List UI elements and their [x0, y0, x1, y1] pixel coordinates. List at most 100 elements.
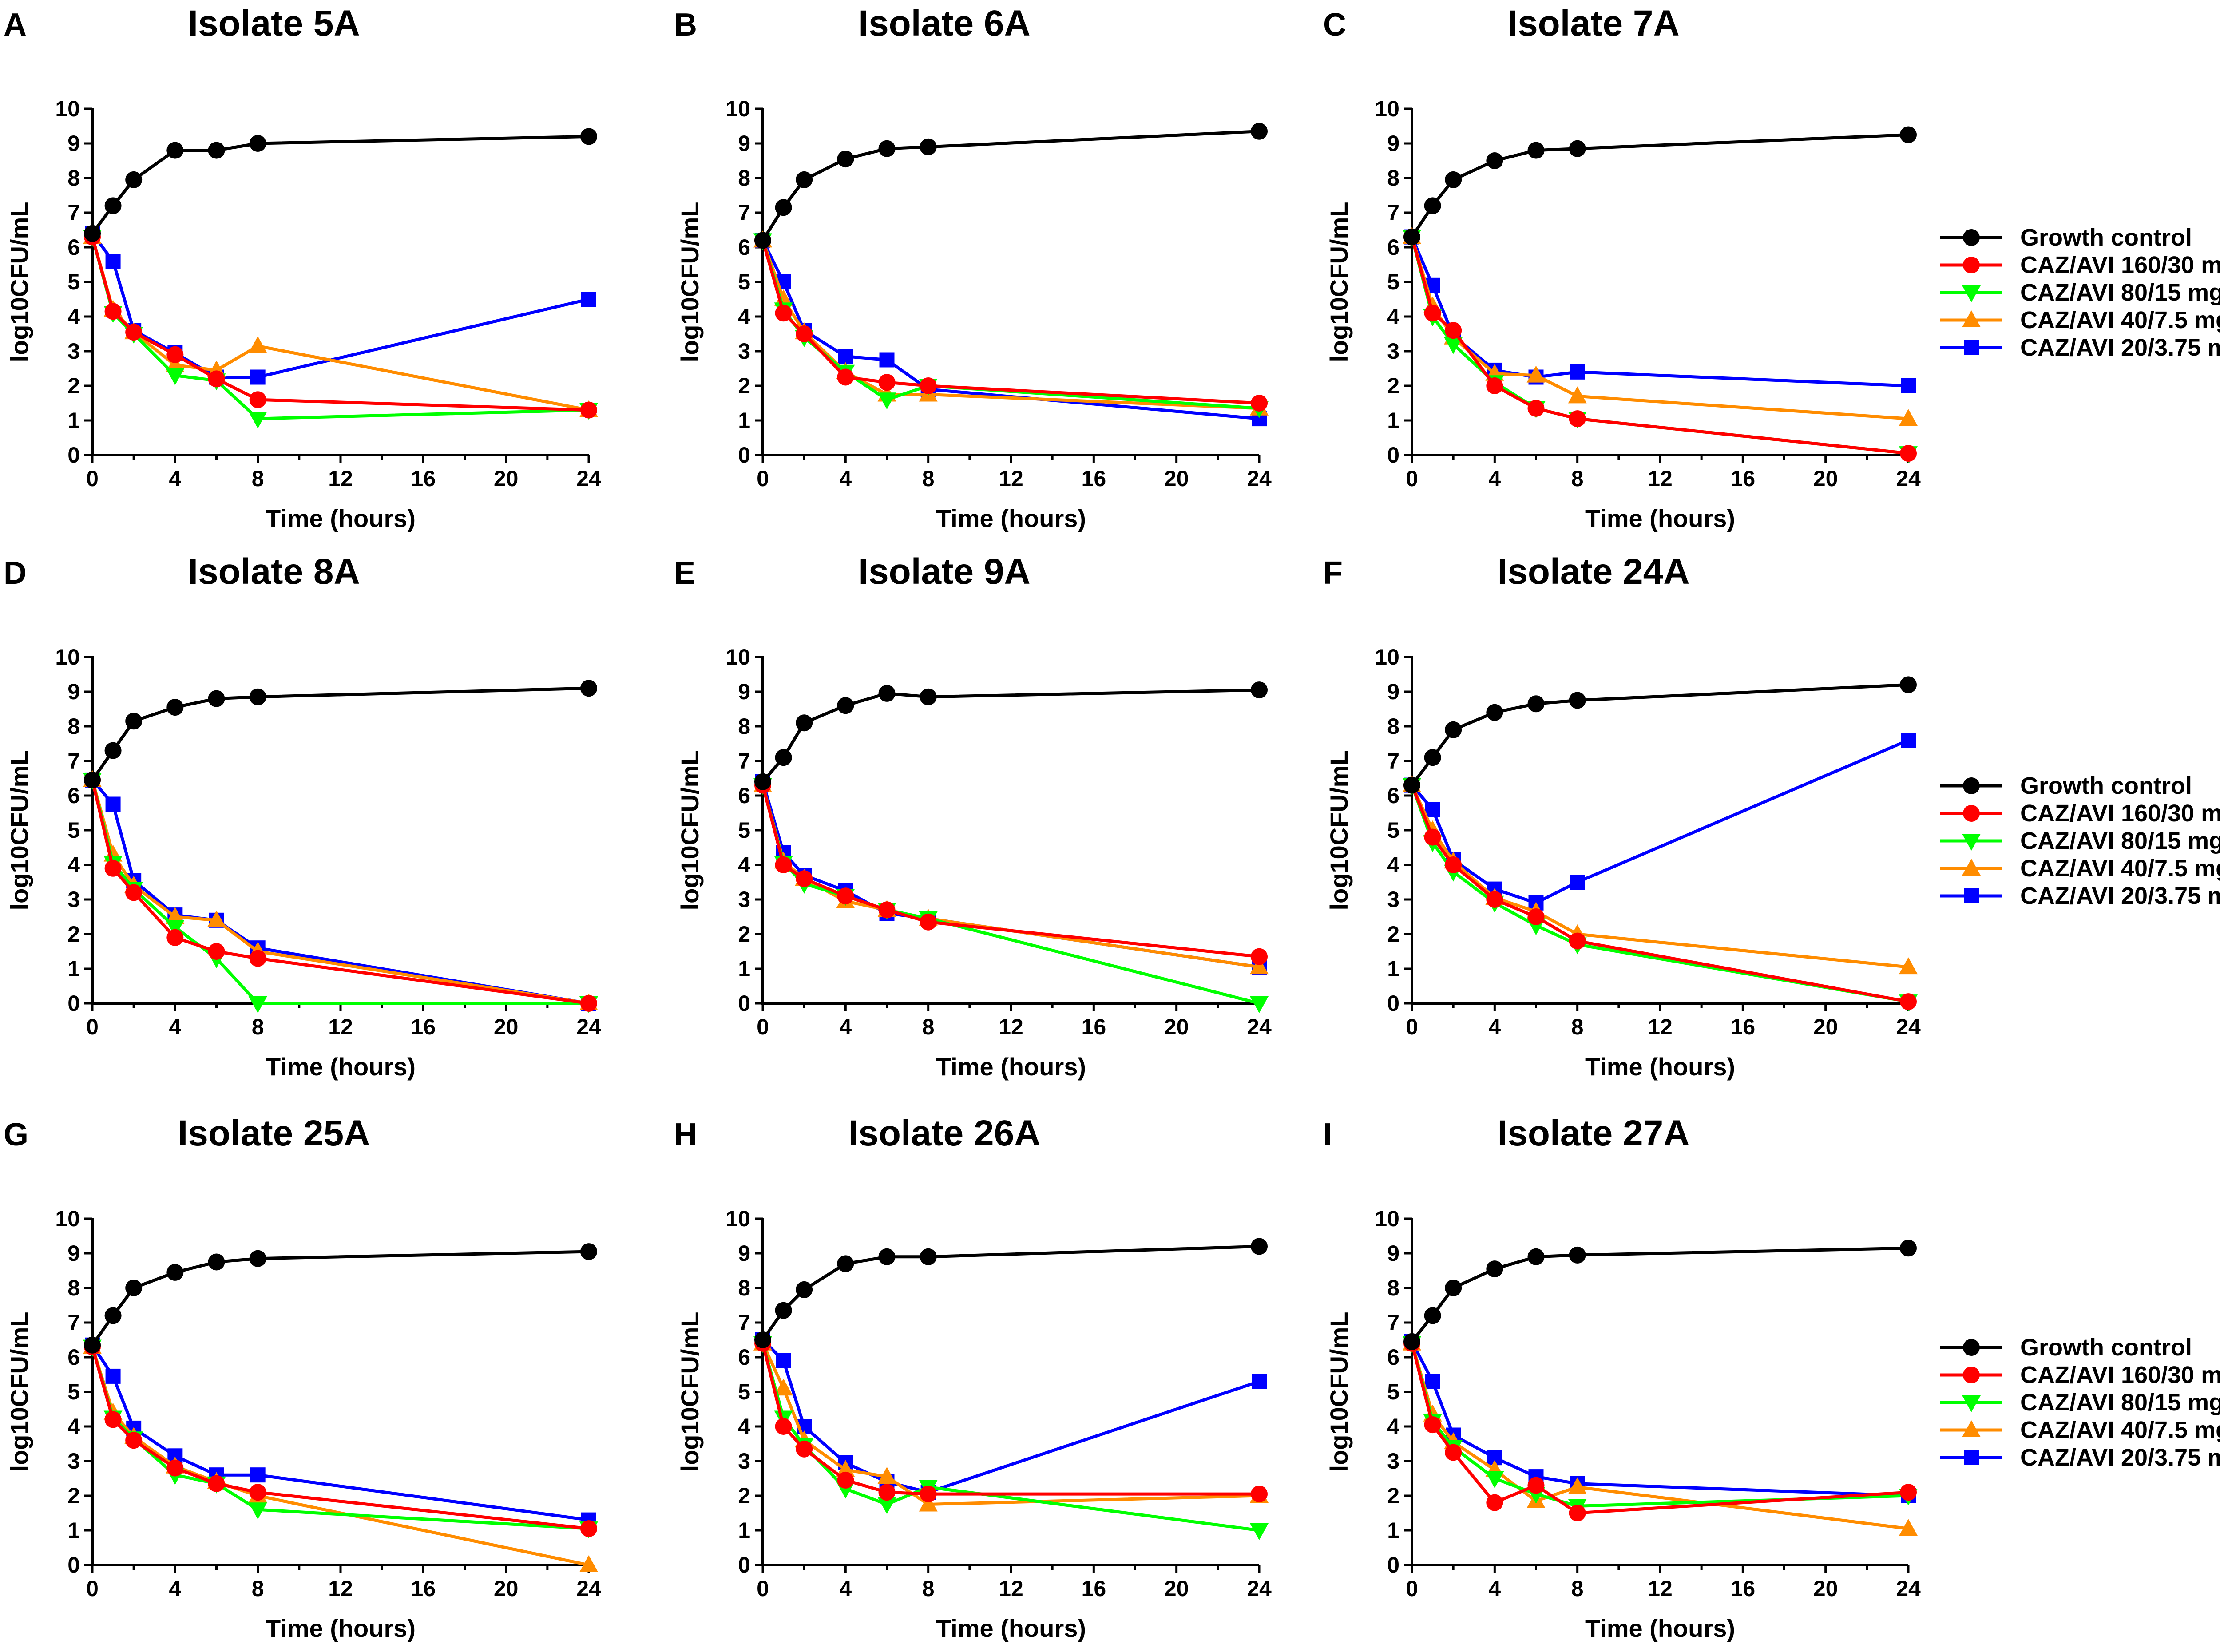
data-point: [125, 171, 143, 188]
y-tick-label: 10: [55, 645, 80, 670]
data-point: [796, 870, 813, 887]
series-line: [761, 1343, 1259, 1496]
series-line: [761, 130, 1260, 242]
y-tick-label: 2: [67, 373, 80, 398]
data-point: [208, 142, 225, 159]
y-tick-label: 1: [67, 956, 80, 981]
series-line: [1410, 236, 1909, 388]
series-caz-avi-20-3-75-mg-l: [85, 1337, 596, 1528]
series-line: [761, 1244, 1260, 1341]
chart-title-b: Isolate 6A: [858, 3, 1030, 44]
data-point: [1486, 152, 1503, 169]
legend-marker: [1962, 859, 1981, 876]
data-point: [125, 324, 143, 341]
data-point: [796, 1281, 813, 1298]
data-point: [1445, 721, 1462, 738]
y-axis-label: log10CFU/mL: [1325, 1312, 1353, 1472]
data-point: [125, 884, 143, 901]
y-tick-label: 8: [1387, 714, 1399, 739]
y-tick-label: 9: [1387, 1241, 1399, 1266]
data-point: [878, 901, 896, 919]
panel-letter-e: E: [674, 555, 695, 591]
data-point: [1403, 228, 1420, 246]
chart-title-c: Isolate 7A: [1507, 3, 1679, 44]
data-point: [796, 171, 813, 188]
x-tick-label: 8: [252, 1576, 264, 1601]
y-tick-label: 6: [67, 235, 80, 260]
x-tick-label: 16: [411, 1576, 436, 1601]
x-tick-label: 4: [839, 1576, 852, 1601]
y-tick-label: 2: [1387, 373, 1399, 398]
data-point: [920, 1248, 937, 1265]
series-caz-avi-80-15-mg-l: [753, 778, 1269, 1013]
panel-letter-b: B: [674, 7, 697, 43]
x-axis-label: Time (hours): [266, 1614, 416, 1642]
x-tick-label: 12: [328, 1014, 353, 1039]
data-point: [1900, 993, 1917, 1010]
data-point: [919, 1494, 938, 1512]
x-tick-label: 4: [1488, 1576, 1501, 1601]
x-tick-label: 24: [1247, 466, 1272, 491]
series-growth-control: [84, 128, 597, 242]
legend-label: CAZ/AVI 20/3.75 mg/L: [2020, 1444, 2220, 1471]
y-tick-label: 8: [67, 166, 80, 190]
legend-marker: [1962, 1395, 1981, 1412]
legend-label: CAZ/AVI 40/7.5 mg/L: [2020, 1417, 2220, 1443]
series-caz-avi-40-7-5-mg-l: [753, 1333, 1269, 1512]
chart-title-d: Isolate 8A: [188, 551, 360, 592]
data-point: [878, 1484, 896, 1501]
data-point: [1527, 695, 1545, 713]
data-point: [1251, 681, 1268, 699]
data-point: [1486, 704, 1503, 721]
data-point: [166, 368, 185, 385]
x-tick-label: 8: [1571, 1014, 1584, 1039]
series-line: [1410, 784, 1909, 1003]
y-tick-label: 3: [738, 1449, 750, 1474]
series-caz-avi-80-15-mg-l: [753, 1336, 1269, 1540]
x-tick-label: 16: [1731, 1014, 1756, 1039]
y-tick-label: 8: [67, 1276, 80, 1300]
x-tick-label: 16: [1731, 466, 1756, 491]
panel-letter-g: G: [4, 1117, 28, 1153]
data-point: [104, 1307, 122, 1324]
data-point: [1486, 1260, 1503, 1278]
y-tick-label: 10: [725, 96, 750, 121]
series-growth-control: [84, 680, 597, 788]
y-tick-label: 8: [738, 166, 750, 190]
y-tick-label: 0: [738, 443, 750, 467]
y-tick-label: 5: [67, 1379, 80, 1404]
data-point: [166, 142, 184, 159]
data-point: [208, 943, 225, 960]
panel-letter-f: F: [1323, 555, 1343, 591]
data-point: [1527, 1248, 1545, 1265]
series-line: [1410, 784, 1909, 969]
data-point: [1251, 395, 1268, 412]
data-point: [249, 1250, 266, 1267]
data-point: [207, 910, 226, 927]
data-point: [1900, 1484, 1917, 1501]
data-point: [1424, 197, 1441, 214]
data-point: [1251, 123, 1268, 140]
series-growth-control: [1403, 1240, 1917, 1350]
y-tick-label: 0: [738, 1553, 750, 1577]
data-point: [838, 349, 853, 364]
x-axis-label: Time (hours): [936, 504, 1086, 532]
data-point: [1569, 1505, 1586, 1521]
data-point: [1444, 337, 1463, 354]
x-tick-label: 16: [411, 466, 436, 491]
data-point: [208, 1253, 225, 1271]
y-tick-label: 4: [738, 1414, 750, 1439]
y-tick-label: 9: [67, 679, 80, 704]
data-point: [1425, 802, 1440, 817]
y-tick-label: 1: [67, 408, 80, 433]
legend-label: CAZ/AVI 40/7.5 mg/L: [2020, 855, 2220, 882]
y-tick-label: 7: [1387, 1310, 1399, 1335]
x-tick-label: 24: [1896, 1014, 1921, 1039]
legend-marker: [1962, 310, 1981, 327]
data-point: [104, 197, 122, 214]
y-tick-label: 4: [738, 852, 750, 877]
data-point: [125, 1280, 143, 1296]
